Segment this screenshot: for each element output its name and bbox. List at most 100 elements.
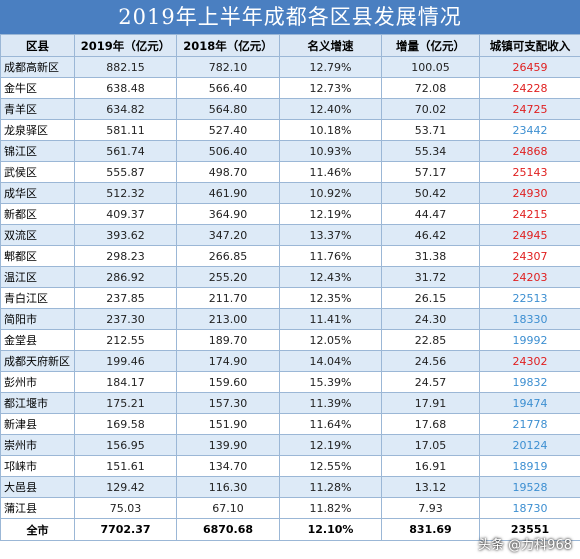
delta-value: 24.57 [381, 371, 480, 393]
value-2018: 347.20 [176, 224, 280, 246]
table-row: 成都天府新区 199.46 174.90 14.04% 24.56 24302 [0, 350, 580, 372]
delta-value: 44.47 [381, 203, 480, 225]
table-row: 简阳市 237.30 213.00 11.41% 24.30 18330 [0, 308, 580, 330]
value-2019: 561.74 [74, 140, 177, 162]
delta-value: 72.08 [381, 77, 480, 99]
growth-rate: 11.28% [279, 476, 382, 498]
header-delta: 增量（亿元） [381, 34, 480, 57]
table-row: 大邑县 129.42 116.30 11.28% 13.12 19528 [0, 476, 580, 498]
value-2018: 564.80 [176, 98, 280, 120]
value-2019: 409.37 [74, 203, 177, 225]
value-2018: 116.30 [176, 476, 280, 498]
urban-income: 23442 [479, 119, 580, 141]
watermark: 头条 @力科968 [478, 538, 572, 553]
total-income: 23551 [479, 518, 580, 541]
urban-income: 19474 [479, 392, 580, 414]
table-row: 崇州市 156.95 139.90 12.19% 17.05 20124 [0, 434, 580, 456]
value-2018: 213.00 [176, 308, 280, 330]
growth-rate: 11.64% [279, 413, 382, 435]
growth-rate: 15.39% [279, 371, 382, 393]
district-name: 锦江区 [0, 140, 75, 162]
total-delta: 831.69 [381, 518, 480, 541]
delta-value: 70.02 [381, 98, 480, 120]
value-2019: 75.03 [74, 497, 177, 519]
growth-rate: 11.76% [279, 245, 382, 267]
delta-value: 17.05 [381, 434, 480, 456]
value-2018: 498.70 [176, 161, 280, 183]
growth-rate: 12.43% [279, 266, 382, 288]
district-name: 金堂县 [0, 329, 75, 351]
value-2019: 298.23 [74, 245, 177, 267]
value-2018: 527.40 [176, 119, 280, 141]
district-table: 区县 2019年（亿元） 2018年（亿元） 名义增速 增量（亿元） 城镇可支配… [0, 34, 580, 541]
urban-income: 19992 [479, 329, 580, 351]
district-name: 成都天府新区 [0, 350, 75, 372]
value-2019: 237.30 [74, 308, 177, 330]
table-row: 成华区 512.32 461.90 10.92% 50.42 24930 [0, 182, 580, 204]
total-name: 全市 [0, 518, 75, 541]
district-name: 彭州市 [0, 371, 75, 393]
value-2019: 555.87 [74, 161, 177, 183]
delta-value: 24.56 [381, 350, 480, 372]
growth-rate: 11.46% [279, 161, 382, 183]
growth-rate: 10.92% [279, 182, 382, 204]
urban-income: 18919 [479, 455, 580, 477]
table-row: 金牛区 638.48 566.40 12.73% 72.08 24228 [0, 77, 580, 99]
district-name: 新津县 [0, 413, 75, 435]
delta-value: 13.12 [381, 476, 480, 498]
value-2018: 189.70 [176, 329, 280, 351]
total-row: 全市 7702.37 6870.68 12.10% 831.69 23551 [0, 518, 580, 541]
value-2018: 151.90 [176, 413, 280, 435]
delta-value: 100.05 [381, 56, 480, 78]
table-row: 双流区 393.62 347.20 13.37% 46.42 24945 [0, 224, 580, 246]
growth-rate: 12.55% [279, 455, 382, 477]
district-name: 邛崃市 [0, 455, 75, 477]
header-income: 城镇可支配收入 [479, 34, 580, 57]
delta-value: 22.85 [381, 329, 480, 351]
delta-value: 53.71 [381, 119, 480, 141]
table-row: 新都区 409.37 364.90 12.19% 44.47 24215 [0, 203, 580, 225]
value-2018: 157.30 [176, 392, 280, 414]
growth-rate: 11.39% [279, 392, 382, 414]
total-2018: 6870.68 [176, 518, 280, 541]
delta-value: 16.91 [381, 455, 480, 477]
growth-rate: 10.18% [279, 119, 382, 141]
delta-value: 50.42 [381, 182, 480, 204]
header-growth: 名义增速 [279, 34, 382, 57]
table-row: 青羊区 634.82 564.80 12.40% 70.02 24725 [0, 98, 580, 120]
table-row: 锦江区 561.74 506.40 10.93% 55.34 24868 [0, 140, 580, 162]
district-name: 都江堰市 [0, 392, 75, 414]
value-2018: 139.90 [176, 434, 280, 456]
growth-rate: 12.19% [279, 434, 382, 456]
value-2019: 393.62 [74, 224, 177, 246]
delta-value: 26.15 [381, 287, 480, 309]
urban-income: 24215 [479, 203, 580, 225]
table-row: 龙泉驿区 581.11 527.40 10.18% 53.71 23442 [0, 119, 580, 141]
urban-income: 21778 [479, 413, 580, 435]
value-2019: 512.32 [74, 182, 177, 204]
delta-value: 17.68 [381, 413, 480, 435]
urban-income: 24203 [479, 266, 580, 288]
value-2019: 129.42 [74, 476, 177, 498]
table-row: 成都高新区 882.15 782.10 12.79% 100.05 26459 [0, 56, 580, 78]
district-name: 蒲江县 [0, 497, 75, 519]
urban-income: 24307 [479, 245, 580, 267]
urban-income: 24945 [479, 224, 580, 246]
urban-income: 18730 [479, 497, 580, 519]
header-2018: 2018年（亿元） [176, 34, 280, 57]
growth-rate: 12.35% [279, 287, 382, 309]
value-2019: 175.21 [74, 392, 177, 414]
value-2019: 634.82 [74, 98, 177, 120]
value-2019: 882.15 [74, 56, 177, 78]
value-2019: 237.85 [74, 287, 177, 309]
table-body: 成都高新区 882.15 782.10 12.79% 100.05 26459 金牛区 638… [0, 56, 580, 519]
district-name: 青白江区 [0, 287, 75, 309]
growth-rate: 12.40% [279, 98, 382, 120]
value-2019: 184.17 [74, 371, 177, 393]
delta-value: 24.30 [381, 308, 480, 330]
value-2018: 134.70 [176, 455, 280, 477]
district-name: 金牛区 [0, 77, 75, 99]
table-row: 青白江区 237.85 211.70 12.35% 26.15 22513 [0, 287, 580, 309]
growth-rate: 13.37% [279, 224, 382, 246]
